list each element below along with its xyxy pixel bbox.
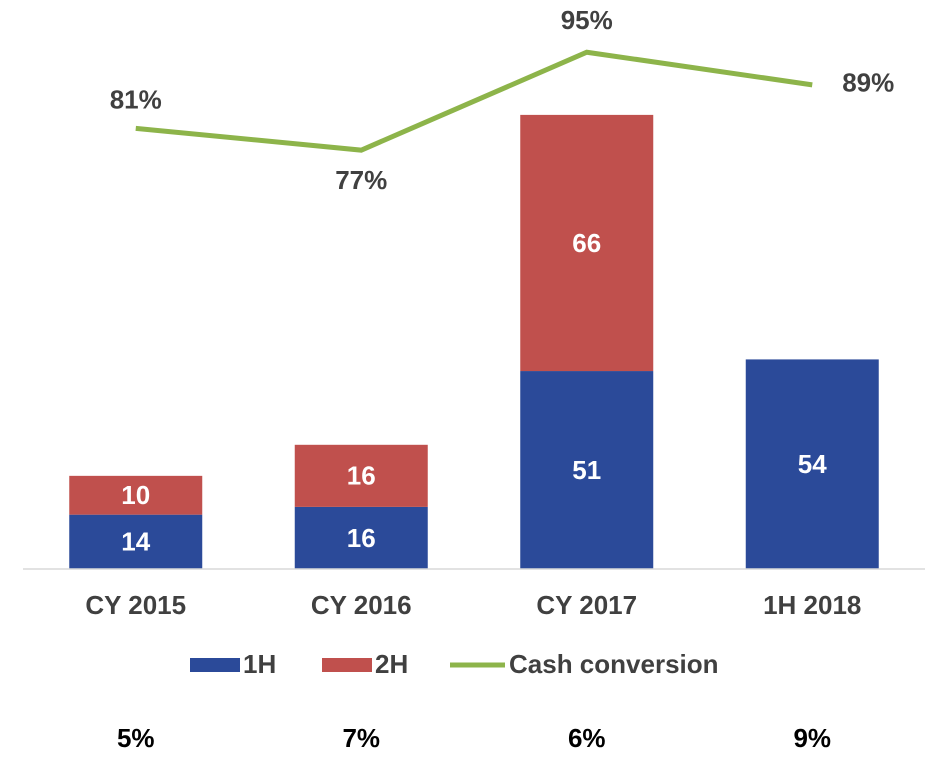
legend-label: Cash conversion: [509, 649, 719, 679]
legend-swatch: [190, 658, 240, 672]
line-value-label: 89%: [842, 68, 894, 98]
bar-value-label: 54: [798, 449, 827, 479]
bar-value-label: 10: [121, 480, 150, 510]
legend-label: 2H: [375, 649, 408, 679]
line-value-label: 95%: [561, 5, 613, 35]
footer-label: 5%: [117, 723, 155, 753]
bar-value-label: 66: [572, 228, 601, 258]
bar: [745, 359, 879, 569]
bar: [520, 371, 654, 569]
x-tick-label: 1H 2018: [763, 590, 861, 620]
bar: [69, 475, 203, 515]
bar: [520, 114, 654, 372]
line-value-label: 77%: [335, 165, 387, 195]
bar-value-label: 14: [121, 527, 150, 557]
bar: [69, 514, 203, 569]
bar: [294, 506, 428, 569]
footer-label: 9%: [793, 723, 831, 753]
footer-label: 6%: [568, 723, 606, 753]
bar-value-label: 51: [572, 455, 601, 485]
x-tick-label: CY 2015: [85, 590, 186, 620]
bar: [294, 444, 428, 507]
line-value-label: 81%: [110, 84, 162, 114]
legend-label: 1H: [243, 649, 276, 679]
footer-label: 7%: [342, 723, 380, 753]
x-tick-label: CY 2016: [311, 590, 412, 620]
line-series: [135, 49, 813, 153]
x-tick-label: CY 2017: [536, 590, 637, 620]
bar-value-label: 16: [347, 523, 376, 553]
bar-value-label: 16: [347, 461, 376, 491]
legend-swatch: [322, 658, 372, 672]
